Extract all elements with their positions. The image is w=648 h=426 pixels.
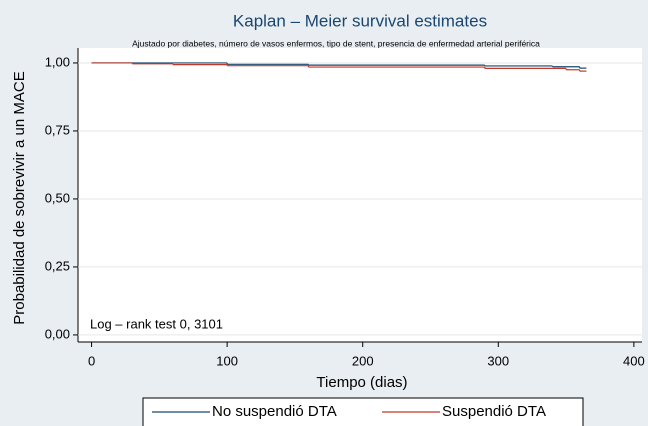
chart-title: Kaplan – Meier survival estimates [233,11,487,30]
plot-area [78,48,642,342]
legend-box [142,397,584,426]
y-tick-label: 0,00 [45,326,70,341]
y-tick-label: 0,75 [45,122,70,137]
y-tick-label: 0,25 [45,258,70,273]
legend-label: No suspendió DTA [212,403,337,420]
chart-subtitle: Ajustado por diabetes, número de vasos e… [132,38,540,48]
annotation: Log – rank test 0, 3101 [90,316,223,331]
y-axis-label: Probabilidad de sobrevivir a un MACE [11,71,28,324]
x-tick-label: 0 [88,353,95,368]
x-tick-label: 200 [352,353,374,368]
x-axis-label: Tiempo (dias) [316,374,407,391]
x-tick-label: 300 [487,353,509,368]
y-tick-label: 1,00 [45,54,70,69]
x-tick-label: 400 [623,353,645,368]
legend-label: Suspendió DTA [442,403,546,420]
x-tick-label: 100 [216,353,238,368]
y-tick-label: 0,50 [45,190,70,205]
